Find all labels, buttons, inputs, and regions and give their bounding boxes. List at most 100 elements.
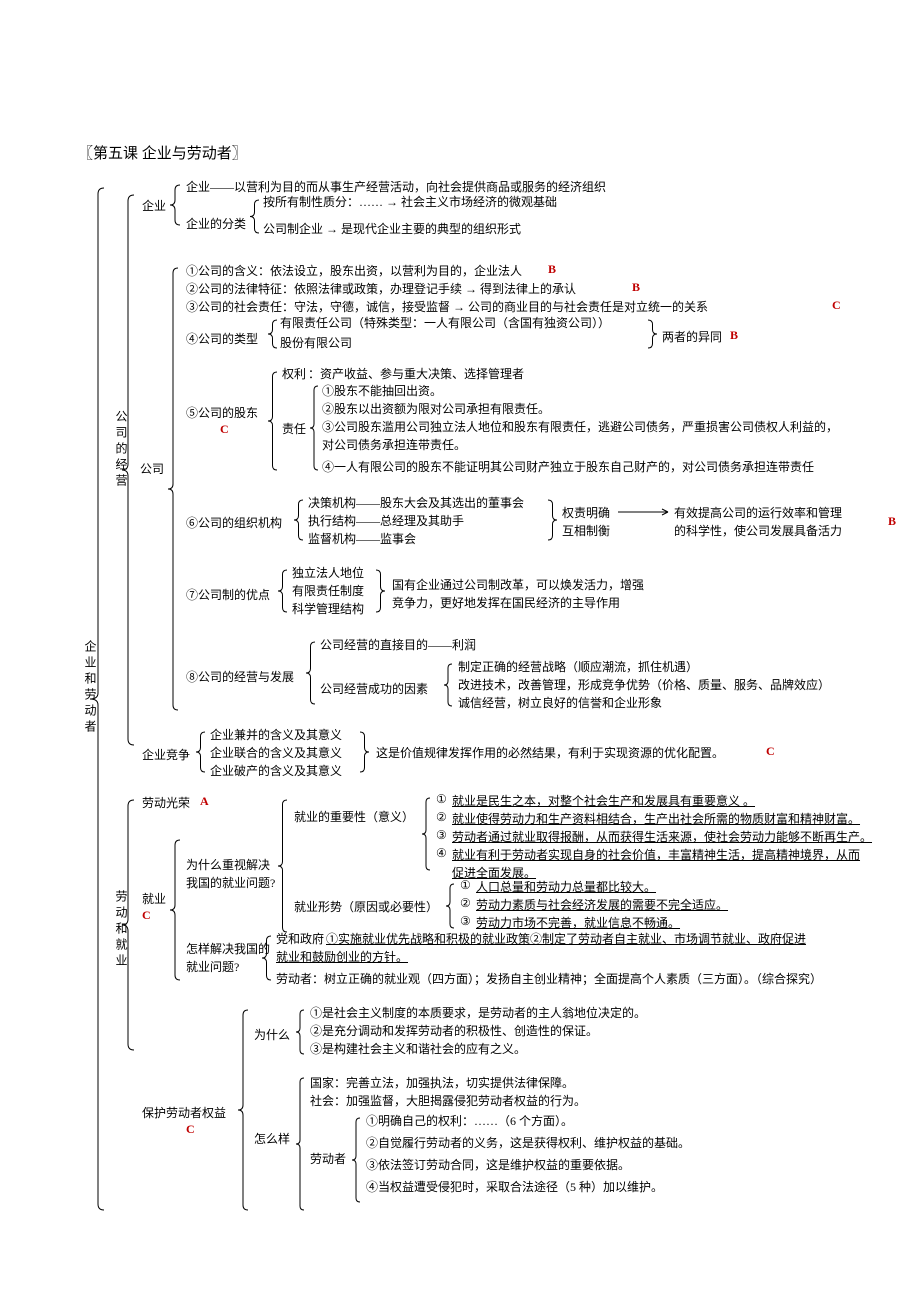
p5-rights-label: 权利 <box>282 365 306 382</box>
p5-duty-label: 责任 <box>282 420 306 437</box>
root-label: 企业和劳动者 <box>82 640 99 736</box>
emp-sit-label: 就业形势（原因或必要性） <box>294 898 438 915</box>
diagram-canvas: 〖第五课 企业与劳动者〗企业和劳动者公司的经营企业企业——以营利为目的而从事生产… <box>0 0 920 1304</box>
emp-i3: 劳动者通过就业取得报酬，从而获得生活来源，使社会劳动力能够不断再生产。 <box>452 828 872 845</box>
tag-b: B <box>730 328 738 343</box>
emp-s3: 劳动力市场不完善，就业信息不畅通。 <box>476 914 680 931</box>
emp-s2-num: ② <box>460 896 471 911</box>
company-p2: ②公司的法律特征：依照法律或政策，办理登记手续 → 得到法律上的承认 <box>186 280 576 297</box>
emp-s3-num: ③ <box>460 914 471 929</box>
protect-w1: ①是社会主义制度的本质要求，是劳动者的主人翁地位决定的。 <box>310 1004 646 1021</box>
protect-how-label: 怎么样 <box>254 1130 290 1147</box>
emp-how-1: 怎样解决我国的 <box>186 940 270 957</box>
company-p5-label: ⑤公司的股东 <box>186 404 258 421</box>
employment-label: 就业 <box>142 890 166 907</box>
comp-a: 企业兼并的含义及其意义 <box>210 726 342 743</box>
company-p4-label: ④公司的类型 <box>186 330 258 347</box>
tag-b: B <box>888 514 896 529</box>
p7-r2: 竞争力，更好地发挥在国民经济的主导作用 <box>392 594 620 611</box>
emp-gov1: ①实施就业优先战略和积极的就业政策②制定了劳动者自主就业、市场调节就业、政府促进 <box>326 930 806 947</box>
p7-a: 独立法人地位 <box>292 564 364 581</box>
tag-c: C <box>186 1122 195 1137</box>
emp-s1: 人口总量和劳动力总量都比较大。 <box>476 878 656 895</box>
company-p4-note: 两者的异同 <box>662 328 722 345</box>
labor-employ-label: 劳动和就业 <box>113 890 130 970</box>
protect-why-label: 为什么 <box>254 1026 290 1043</box>
p6-b: 执行结构——总经理及其助手 <box>308 512 464 529</box>
company-p8-label: ⑧公司的经营与发展 <box>186 668 294 685</box>
enterprise-cat2: 公司制企业 → 是现代企业主要的典型的组织形式 <box>263 220 521 237</box>
emp-s2: 劳动力素质与社会经济发展的需要不完全适应。 <box>476 896 728 913</box>
enterprise-cat1: 按所有制性质分：…… → 社会主义市场经济的微观基础 <box>263 193 557 210</box>
p8-b3: 诚信经营，树立良好的信誉和企业形象 <box>458 694 662 711</box>
p8-b2: 改进技术，改善管理，形成竞争优势（价格、质量、服务、品牌效应） <box>458 676 830 693</box>
emp-i1-num: ① <box>436 792 447 807</box>
p7-c: 科学管理结构 <box>292 600 364 617</box>
tag-b: B <box>548 262 556 277</box>
competition-label: 企业竞争 <box>142 746 190 763</box>
protect-l1: ①明确自己的权利：……（6 个方面）。 <box>366 1112 573 1129</box>
page-title: 〖第五课 企业与劳动者〗 <box>78 142 247 163</box>
emp-gov2: 就业和鼓励创业的方针。 <box>276 948 408 965</box>
tag-b: B <box>632 280 640 295</box>
p5-d3b: 对公司债务承担连带责任。 <box>322 436 466 453</box>
company-p3: ③公司的社会责任：守法，守德，诚信，接受监督 → 公司的商业目的与社会责任是对立… <box>186 298 708 315</box>
enterprise-cat-label: 企业的分类 <box>186 215 246 232</box>
p6-r2: 互相制衡 <box>562 522 610 539</box>
protect-w3: ③是构建社会主义和谐社会的应有之义。 <box>310 1040 526 1057</box>
emp-i2-num: ② <box>436 810 447 825</box>
emp-gov-label: 党和政府 <box>276 930 324 947</box>
p5-d1: ①股东不能抽回出资。 <box>322 382 442 399</box>
p5-d2: ②股东以出资额为限对公司承担有限责任。 <box>322 400 550 417</box>
tag-a: A <box>200 794 209 809</box>
emp-i4-num: ④ <box>436 846 447 861</box>
protect-worker-label: 劳动者 <box>310 1150 346 1167</box>
p8-a: 公司经营的直接目的——利润 <box>320 636 476 653</box>
p6-out1: 有效提高公司的运行效率和管理 <box>674 504 842 521</box>
p6-out2: 的科学性，使公司发展具备活力 <box>674 522 842 539</box>
emp-i3-num: ③ <box>436 828 447 843</box>
protect-society: 社会：加强监督，大胆揭露侵犯劳动者权益的行为。 <box>310 1092 586 1109</box>
emp-i2: 就业使得劳动力和生产资料相结合，生产出社会所需的物质财富和精神财富。 <box>452 810 860 827</box>
tag-c: C <box>142 908 151 923</box>
comp-note: 这是价值规律发挥作用的必然结果，有利于实现资源的优化配置。 <box>376 744 724 761</box>
emp-s1-num: ① <box>460 878 471 893</box>
emp-i1: 就业是民生之本，对整个社会生产和发展具有重要意义 。 <box>452 792 755 809</box>
p7-b: 有限责任制度 <box>292 582 364 599</box>
tag-c: C <box>220 422 229 437</box>
company-p4-a: 有限责任公司（特殊类型：一人有限公司（含国有独资公司）） <box>280 314 610 331</box>
emp-worker: 劳动者：树立正确的就业观（四方面）；发扬自主创业精神；全面提高个人素质（三方面）… <box>276 970 822 987</box>
company-p4-b: 股份有限公司 <box>280 334 352 351</box>
emp-how-2: 就业问题? <box>186 958 239 975</box>
p6-r1: 权责明确 <box>562 504 610 521</box>
protect-label: 保护劳动者权益 <box>142 1104 226 1121</box>
emp-why-2: 我国的就业问题? <box>186 874 275 891</box>
company-p1: ①公司的含义：依法设立，股东出资，以营利为目的，企业法人 <box>186 262 522 279</box>
p6-c: 监督机构——监事会 <box>308 530 416 547</box>
protect-l2: ②自觉履行劳动者的义务，这是获得权利、维护权益的基础。 <box>366 1134 690 1151</box>
company-p6-label: ⑥公司的组织机构 <box>186 514 282 531</box>
emp-i4: 就业有利于劳动者实现自身的社会价值，丰富精神生活，提高精神境界，从而 <box>452 846 860 863</box>
company-label: 公司 <box>140 460 164 477</box>
p5-d3: ③公司股东滥用公司独立法人地位和股东有限责任，逃避公司债务，严重损害公司债权人利… <box>322 418 838 435</box>
p8-b1: 制定正确的经营战略（顺应潮流，抓住机遇） <box>458 658 698 675</box>
emp-imp-label: 就业的重要性（意义） <box>294 808 414 825</box>
protect-w2: ②是充分调动和发挥劳动者的积极性、创造性的保证。 <box>310 1022 598 1039</box>
protect-state: 国家：完善立法，加强执法，切实提供法律保障。 <box>310 1074 574 1091</box>
emp-why-1: 为什么重视解决 <box>186 856 270 873</box>
p7-r1: 国有企业通过公司制改革，可以焕发活力，增强 <box>392 576 644 593</box>
company-ops-label: 公司的经营 <box>113 410 130 490</box>
protect-l4: ④当权益遭受侵犯时，采取合法途径（5 种）加以维护。 <box>366 1178 663 1195</box>
comp-c: 企业破产的含义及其意义 <box>210 762 342 779</box>
company-p7-label: ⑦公司制的优点 <box>186 586 270 603</box>
p6-a: 决策机构——股东大会及其选出的董事会 <box>308 494 524 511</box>
labor-glory: 劳动光荣 <box>142 794 190 811</box>
p5-rights: ：资产收益、参与重大决策、选择管理者 <box>308 365 524 382</box>
tag-c: C <box>766 744 775 759</box>
p8-b-label: 公司经营成功的因素 <box>320 680 428 697</box>
p5-d4: ④一人有限公司的股东不能证明其公司财产独立于股东自己财产的，对公司债务承担连带责… <box>322 458 814 475</box>
enterprise-label: 企业 <box>142 197 166 214</box>
tag-c: C <box>832 298 841 313</box>
protect-l3: ③依法签订劳动合同，这是维护权益的重要依据。 <box>366 1156 630 1173</box>
comp-b: 企业联合的含义及其意义 <box>210 744 342 761</box>
